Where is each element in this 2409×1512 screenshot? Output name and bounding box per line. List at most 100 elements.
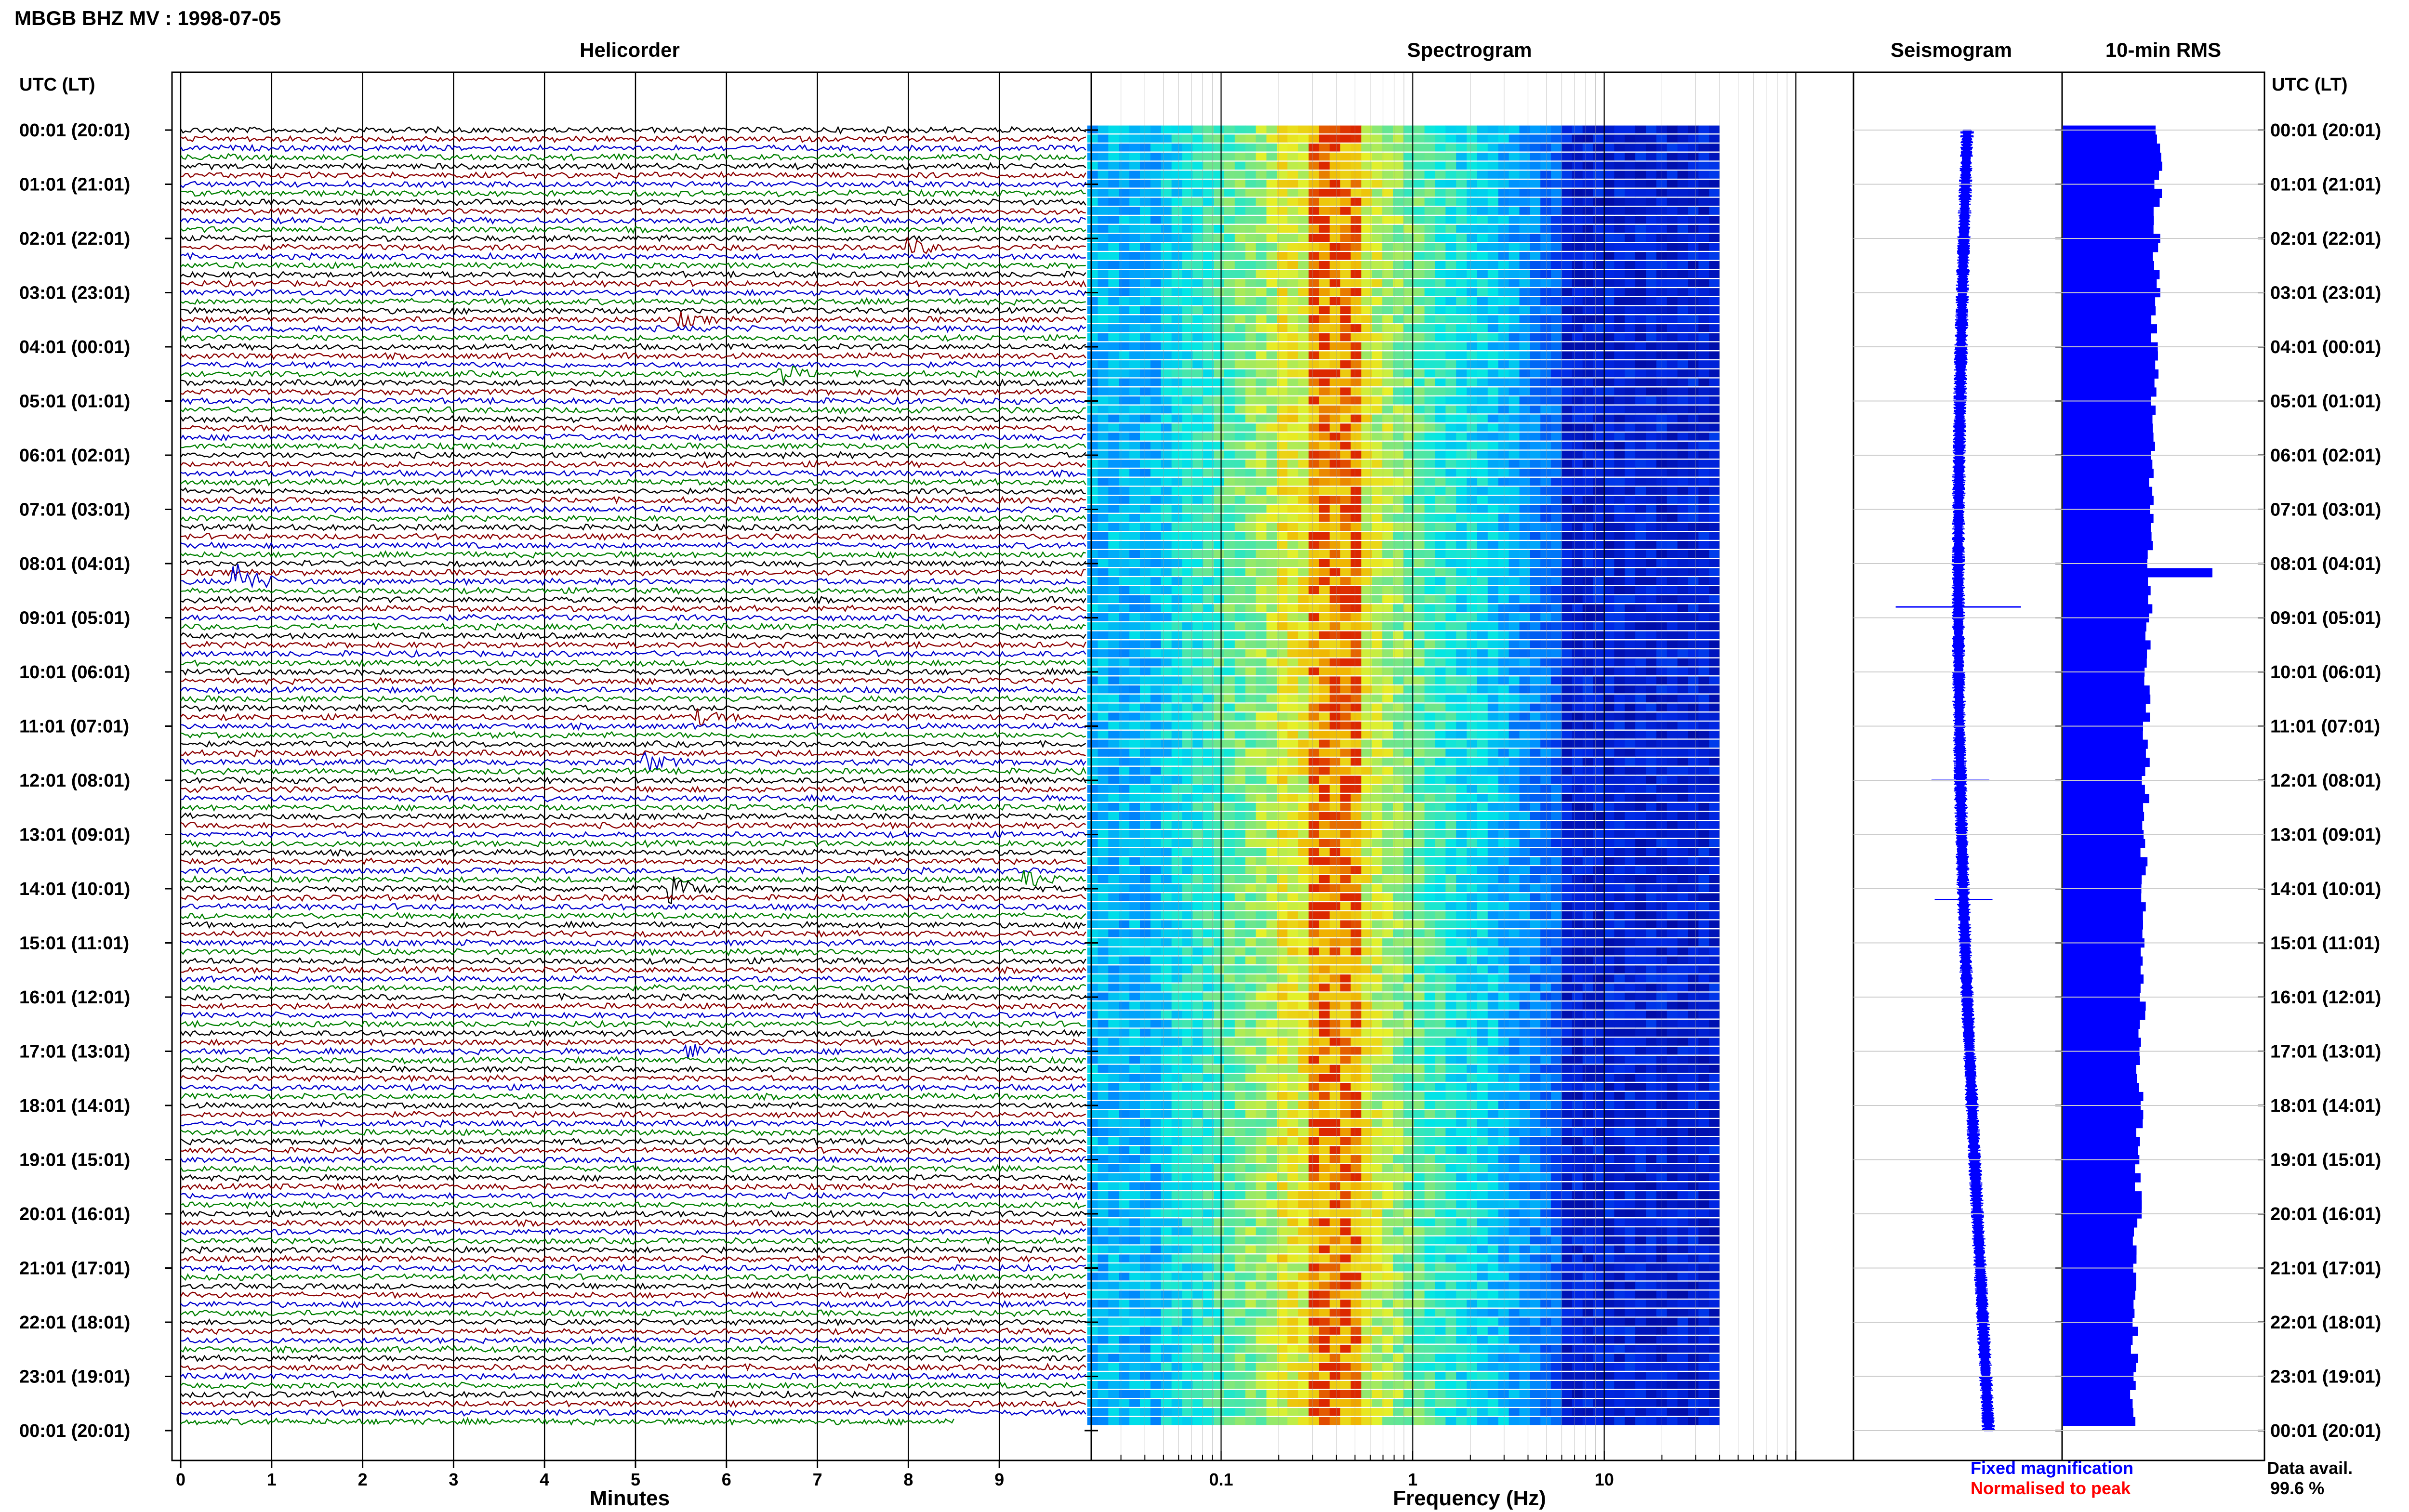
spectrogram-cell [1256, 505, 1267, 513]
spectrogram-cell [1677, 387, 1689, 395]
spectrogram-cell [1098, 568, 1109, 576]
spectrogram-cell [1266, 802, 1277, 811]
spectrogram-cell [1298, 694, 1309, 703]
spectrogram-cell [1319, 197, 1330, 206]
spectrogram-cell [1477, 234, 1488, 242]
spectrogram-cell [1562, 378, 1573, 386]
spectrogram-cell [1487, 649, 1499, 657]
spectrogram-cell [1287, 640, 1298, 648]
spectrogram-cell [1456, 505, 1467, 513]
spectrogram-cell [1509, 144, 1520, 152]
spectrogram-cell [1593, 541, 1604, 549]
spectrogram-cell [1129, 604, 1140, 612]
spectrogram-cell [1234, 270, 1246, 278]
spectrogram-cell [1192, 785, 1204, 793]
spectrogram-cell [1487, 360, 1499, 368]
spectrogram-cell [1519, 577, 1530, 585]
spectrogram-cell [1487, 658, 1499, 667]
spectrogram-cell [1129, 486, 1140, 495]
spectrogram-cell [1540, 224, 1551, 233]
spectrogram-cell [1361, 144, 1372, 152]
spectrogram-cell [1593, 351, 1604, 359]
spectrogram-cell [1182, 658, 1193, 667]
spectrogram-cell [1266, 794, 1277, 802]
spectrogram-cell [1087, 523, 1099, 531]
spectrogram-cell [1393, 568, 1404, 576]
spectrogram-cell [1119, 387, 1130, 395]
spectrogram-cell [1192, 396, 1204, 405]
helicorder-trace [180, 1173, 1086, 1182]
spectrogram-cell [1530, 812, 1541, 820]
spectrogram-cell [1646, 776, 1657, 784]
spectrogram-cell [1445, 477, 1456, 486]
spectrogram-cell [1150, 351, 1162, 359]
spectrogram-cell [1245, 523, 1257, 531]
spectrogram-cell [1256, 577, 1267, 585]
spectrogram-cell [1635, 794, 1646, 802]
spectrogram-cell [1540, 441, 1551, 450]
spectrogram-cell [1467, 830, 1478, 838]
spectrogram-cell [1603, 387, 1615, 395]
spectrogram-cell [1361, 171, 1372, 179]
spectrogram-cell [1329, 360, 1341, 368]
spectrogram-cell [1319, 649, 1330, 657]
spectrogram-cell [1498, 270, 1509, 278]
spectrogram-cell [1593, 812, 1604, 820]
spectrogram-cell [1319, 821, 1330, 829]
spectrogram-cell [1309, 649, 1320, 657]
spectrogram-cell [1298, 405, 1309, 414]
spectrogram-cell [1572, 685, 1583, 694]
spectrogram-cell [1372, 722, 1383, 730]
spectrogram-cell [1477, 270, 1488, 278]
spectrogram-cell [1540, 161, 1551, 170]
spectrogram-cell [1234, 197, 1246, 206]
spectrogram-cell [1382, 234, 1393, 242]
spectrogram-cell [1382, 640, 1393, 648]
spectrogram-cell [1309, 387, 1320, 395]
spectrogram-cell [1635, 604, 1646, 612]
spectrogram-cell [1435, 315, 1446, 323]
spectrogram-cell [1161, 649, 1172, 657]
spectrogram-cell [1498, 342, 1509, 350]
spectrogram-cell [1192, 279, 1204, 287]
spectrogram-cell [1382, 369, 1393, 378]
spectrogram-cell [1087, 460, 1099, 468]
spectrogram-cell [1192, 125, 1204, 133]
spectrogram-cell [1309, 758, 1320, 766]
spectrogram-cell [1477, 595, 1488, 603]
spectrogram-cell [1593, 550, 1604, 558]
spectrogram-cell [1467, 369, 1478, 378]
spectrogram-cell [1572, 369, 1583, 378]
spectrogram-cell [1087, 414, 1099, 422]
spectrogram-cell [1382, 523, 1393, 531]
spectrogram-cell [1277, 631, 1288, 639]
spectrogram-cell [1171, 378, 1183, 386]
spectrogram-cell [1203, 712, 1214, 721]
spectrogram-cell [1192, 640, 1204, 648]
spectrogram-cell [1298, 152, 1309, 161]
spectrogram-cell [1119, 577, 1130, 585]
spectrogram-cell [1477, 414, 1488, 422]
spectrogram-cell [1635, 387, 1646, 395]
spectrogram-cell [1540, 414, 1551, 422]
spectrogram-cell [1667, 712, 1678, 721]
spectrogram-cell [1119, 306, 1130, 314]
spectrogram-cell [1593, 460, 1604, 468]
spectrogram-cell [1298, 423, 1309, 432]
spectrogram-cell [1445, 288, 1456, 296]
spectrogram-cell [1667, 360, 1678, 368]
spectrogram-cell [1456, 369, 1467, 378]
spectrogram-cell [1487, 460, 1499, 468]
spectrogram-cell [1129, 125, 1140, 133]
helicorder-trace [180, 631, 1086, 640]
spectrogram-cell [1487, 758, 1499, 766]
spectrogram-cell [1129, 541, 1140, 549]
spectrogram-cell [1234, 450, 1246, 459]
spectrogram-cell [1277, 369, 1288, 378]
spectrogram-cell [1614, 342, 1625, 350]
spectrogram-cell [1614, 613, 1625, 621]
spectrogram-cell [1519, 423, 1530, 432]
spectrogram-cell [1403, 144, 1415, 152]
spectrogram-cell [1467, 207, 1478, 215]
spectrogram-cell [1140, 812, 1151, 820]
